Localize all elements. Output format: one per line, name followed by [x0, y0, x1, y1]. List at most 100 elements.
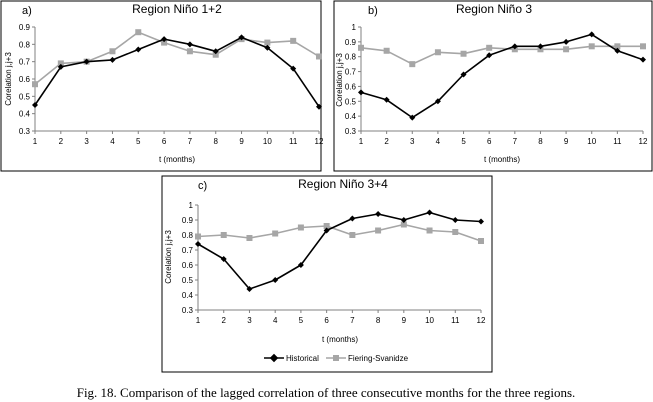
- panel-a-fiering-point: [32, 81, 38, 88]
- panel-b-ytick-label: 0.5: [345, 97, 357, 106]
- panel-b-xtick-label: 4: [436, 137, 441, 146]
- legend-fiering-label: Fiering-Svanidze: [348, 354, 409, 363]
- panel-a-xtick-label: 4: [110, 137, 115, 146]
- legend-fiering-marker: [333, 355, 339, 361]
- panel-c-fiering-point: [323, 223, 330, 229]
- panel-c-fiering-point: [220, 232, 227, 238]
- panel-c-ytick-label: 0.9: [182, 216, 194, 225]
- panel-c-historical-point: [323, 227, 330, 234]
- panel-b-ytick-label: 0.3: [345, 127, 357, 136]
- panel-a-fiering-point: [161, 39, 168, 46]
- panel-a-historical-point: [83, 58, 90, 65]
- panel-c-fiering-point: [375, 227, 382, 234]
- panel-c-frame: [161, 175, 493, 373]
- panel-c-fiering-point: [400, 221, 407, 228]
- panel-c-fiering-line: [197, 223, 482, 242]
- panel-a-xtick-label: 2: [59, 137, 64, 146]
- panel-b-xtick-label: 2: [384, 137, 389, 146]
- panel-a-fiering-point: [212, 51, 219, 58]
- panel-c-historical-point: [400, 217, 407, 223]
- panel-a-fiering-point: [316, 53, 322, 60]
- panel-c-fiering-point: [246, 235, 253, 241]
- panel-a-historical-point: [316, 103, 322, 110]
- panel-c-xtick-label: 10: [425, 316, 434, 325]
- panel-b-frame: [333, 0, 653, 172]
- panel-c-historical-point: [272, 277, 279, 283]
- panel-b-historical-point: [409, 114, 416, 121]
- panel-c-xtick-label: 5: [299, 316, 304, 325]
- panel-c-xtick-label: 8: [376, 316, 381, 325]
- panel-a-xtick-label: 9: [239, 137, 244, 146]
- panel-a-ytick-label: 0.5: [19, 92, 31, 101]
- panel-c-xtick-label: 2: [222, 316, 227, 325]
- panel-a-fiering-point: [135, 29, 142, 36]
- panel-a: a) Region Niño 1+2 t (months) Corelation…: [0, 0, 324, 172]
- panel-b-ytick-label: 0.7: [345, 68, 357, 77]
- panel-b-ytick-label: 0.9: [345, 38, 357, 47]
- panel-a-historical-point: [238, 34, 245, 41]
- panel-a-historical-point: [161, 36, 168, 43]
- panel-a-fiering-point: [186, 48, 193, 55]
- panel-c-historical-point: [297, 262, 304, 268]
- panel-a-xtick-label: 8: [214, 137, 219, 146]
- panel-a-historical-point: [57, 63, 64, 70]
- panel-c-historical-point: [246, 286, 253, 292]
- panel-b-xtick-label: 10: [587, 137, 596, 146]
- legend-historical-label: Historical: [286, 354, 319, 363]
- panel-b-xtick-label: 1: [359, 137, 364, 146]
- panel-b-historical-point: [511, 43, 518, 50]
- panel-c-ytick-label: 0.3: [182, 306, 194, 315]
- panel-c-ytick-label: 0.5: [182, 276, 194, 285]
- panel-a-xtick-label: 5: [136, 137, 141, 146]
- legend-historical-marker: [269, 353, 279, 363]
- panel-b-fiering-point: [383, 47, 390, 54]
- panel-b-ylabel: Corelation j,j+3: [335, 53, 344, 107]
- panel-c-letter: c): [198, 180, 207, 192]
- panel-c-historical-point: [195, 241, 201, 247]
- panel-b-historical-point: [358, 89, 364, 96]
- panel-a-ytick-label: 0.8: [19, 40, 31, 49]
- panel-b-xlabel: t (months): [484, 155, 520, 164]
- panel-a-fiering-point: [57, 60, 64, 67]
- panel-b-historical-point: [486, 52, 493, 59]
- panel-b-fiering-point: [460, 50, 467, 57]
- panel-a-historical-point: [135, 46, 142, 53]
- panel-b-ytick-label: 1: [352, 23, 357, 32]
- panel-c-historical-point: [426, 209, 433, 216]
- panel-c-historical-point: [220, 256, 227, 262]
- panel-b-fiering-point: [614, 43, 621, 50]
- panel-b-letter: b): [368, 5, 378, 17]
- panel-b-historical-point: [434, 98, 441, 105]
- panel-b-historical-point: [588, 31, 595, 38]
- panel-c-historical-point: [478, 218, 484, 225]
- panel-a-xtick-label: 10: [263, 137, 272, 146]
- panel-b-fiering-point: [640, 43, 646, 50]
- panel-c-xtick-label: 4: [273, 316, 278, 325]
- panel-b-historical-point: [460, 71, 467, 78]
- panel-a-historical-point: [109, 56, 116, 63]
- panel-b-fiering-point: [563, 46, 570, 53]
- panel-c-historical-point: [375, 211, 382, 217]
- panel-b-xtick-label: 8: [538, 137, 543, 146]
- panel-c-ytick-label: 1: [189, 201, 194, 210]
- panel-a-frame: [0, 0, 322, 172]
- panel-a-historical-point: [290, 65, 297, 72]
- panel-b-title: Region Niño 3: [456, 2, 532, 16]
- panel-c-fiering-point: [478, 238, 484, 244]
- panel-b-fiering-point: [588, 43, 595, 50]
- panel-a-fiering-point: [290, 37, 297, 44]
- panel-c-title: Region Niño 3+4: [298, 177, 388, 191]
- panel-b-fiering-point: [409, 61, 416, 68]
- panel-a-fiering-point: [109, 48, 116, 55]
- panel-c-fiering-point: [452, 229, 459, 235]
- panel-a-ytick-label: 0.9: [19, 23, 31, 32]
- panel-c-xtick-label: 12: [477, 316, 486, 325]
- panel-c-fiering-point: [349, 232, 356, 238]
- panel-a-letter: a): [22, 5, 32, 17]
- legend: Historical Fiering-Svanidze: [264, 353, 409, 363]
- panel-a-ylabel: Corelation j,j+3: [4, 52, 13, 106]
- panel-c-ytick-label: 0.8: [182, 231, 194, 240]
- panel-a-ytick-label: 0.6: [19, 75, 31, 84]
- panel-a-fiering-line: [34, 31, 320, 85]
- panel-b-xtick-label: 5: [461, 137, 466, 146]
